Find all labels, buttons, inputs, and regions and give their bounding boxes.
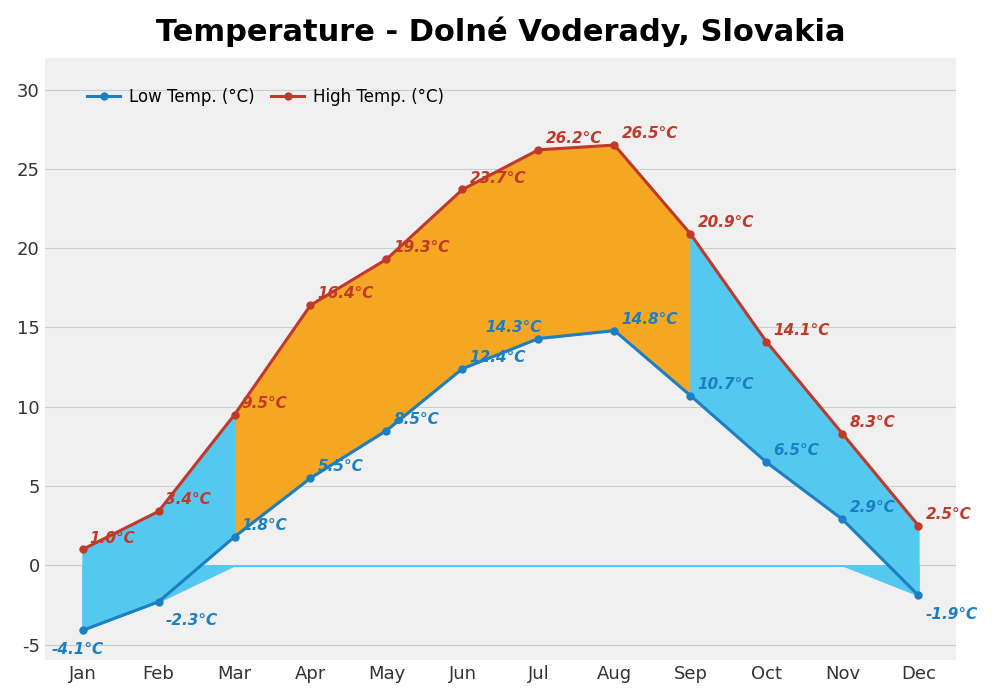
High Temp. (°C) bbox=[836, 430, 848, 438]
High Temp. (°C) bbox=[912, 522, 924, 530]
Text: 5.5°C: 5.5°C bbox=[317, 459, 363, 474]
Legend: Low Temp. (°C), High Temp. (°C): Low Temp. (°C), High Temp. (°C) bbox=[80, 81, 450, 113]
High Temp. (°C) bbox=[153, 508, 165, 516]
Text: 23.7°C: 23.7°C bbox=[469, 171, 526, 186]
Text: 2.5°C: 2.5°C bbox=[925, 507, 971, 522]
Text: 14.1°C: 14.1°C bbox=[773, 323, 830, 338]
Low Temp. (°C) bbox=[77, 626, 89, 634]
Low Temp. (°C) bbox=[153, 598, 165, 606]
High Temp. (°C) bbox=[77, 545, 89, 554]
High Temp. (°C) bbox=[304, 301, 316, 309]
Text: 19.3°C: 19.3°C bbox=[393, 240, 450, 256]
Low Temp. (°C) bbox=[760, 458, 772, 466]
Low Temp. (°C) bbox=[532, 335, 544, 343]
Low Temp. (°C) bbox=[229, 533, 241, 541]
Text: 3.4°C: 3.4°C bbox=[165, 493, 211, 507]
High Temp. (°C) bbox=[229, 410, 241, 419]
Text: -4.1°C: -4.1°C bbox=[52, 642, 104, 657]
Text: 14.3°C: 14.3°C bbox=[486, 320, 542, 335]
Text: 1.8°C: 1.8°C bbox=[241, 518, 287, 533]
Text: 14.8°C: 14.8°C bbox=[621, 312, 678, 327]
Text: -1.9°C: -1.9°C bbox=[925, 607, 978, 622]
Text: -2.3°C: -2.3°C bbox=[165, 613, 218, 629]
Text: 26.2°C: 26.2°C bbox=[545, 131, 602, 146]
Low Temp. (°C) bbox=[608, 326, 620, 335]
High Temp. (°C) bbox=[380, 255, 392, 263]
High Temp. (°C) bbox=[760, 337, 772, 346]
Low Temp. (°C) bbox=[456, 365, 468, 373]
Low Temp. (°C) bbox=[380, 426, 392, 435]
Text: 10.7°C: 10.7°C bbox=[697, 377, 754, 392]
Low Temp. (°C) bbox=[304, 474, 316, 482]
High Temp. (°C) bbox=[684, 230, 696, 238]
Text: 8.5°C: 8.5°C bbox=[393, 412, 439, 426]
Text: 20.9°C: 20.9°C bbox=[697, 215, 754, 230]
Text: 2.9°C: 2.9°C bbox=[849, 500, 895, 515]
Low Temp. (°C) bbox=[836, 515, 848, 524]
Text: 1.0°C: 1.0°C bbox=[89, 531, 135, 545]
Text: 16.4°C: 16.4°C bbox=[317, 286, 374, 301]
Line: High Temp. (°C): High Temp. (°C) bbox=[79, 141, 922, 553]
Title: Temperature - Dolné Voderady, Slovakia: Temperature - Dolné Voderady, Slovakia bbox=[156, 17, 845, 47]
High Temp. (°C) bbox=[532, 146, 544, 154]
High Temp. (°C) bbox=[608, 141, 620, 149]
Text: 9.5°C: 9.5°C bbox=[241, 395, 287, 411]
Text: 12.4°C: 12.4°C bbox=[469, 350, 526, 365]
High Temp. (°C) bbox=[456, 186, 468, 194]
Text: 26.5°C: 26.5°C bbox=[621, 126, 678, 141]
Text: 6.5°C: 6.5°C bbox=[773, 443, 819, 459]
Low Temp. (°C) bbox=[684, 391, 696, 400]
Text: 8.3°C: 8.3°C bbox=[849, 414, 895, 430]
Low Temp. (°C) bbox=[912, 592, 924, 600]
Line: Low Temp. (°C): Low Temp. (°C) bbox=[79, 327, 922, 634]
